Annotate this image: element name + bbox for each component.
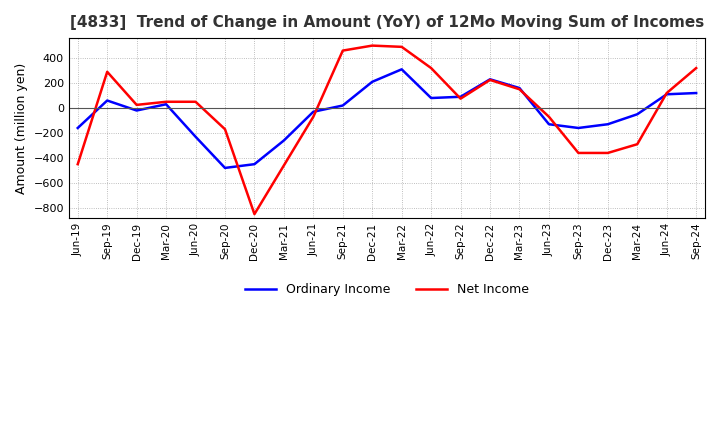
Ordinary Income: [279, 138, 288, 143]
Net Income: [192, 99, 200, 104]
Ordinary Income: [633, 112, 642, 117]
Ordinary Income: [192, 134, 200, 139]
Net Income: [368, 43, 377, 48]
Ordinary Income: [338, 103, 347, 108]
Net Income: [279, 163, 288, 168]
Net Income: [250, 212, 258, 217]
Ordinary Income: [250, 161, 258, 167]
Ordinary Income: [692, 90, 701, 95]
Legend: Ordinary Income, Net Income: Ordinary Income, Net Income: [240, 279, 534, 301]
Ordinary Income: [368, 79, 377, 84]
Ordinary Income: [73, 125, 82, 131]
Net Income: [162, 99, 171, 104]
Ordinary Income: [103, 98, 112, 103]
Net Income: [662, 90, 671, 95]
Net Income: [427, 66, 436, 71]
Net Income: [544, 114, 553, 119]
Net Income: [574, 150, 582, 156]
Net Income: [309, 114, 318, 119]
Net Income: [103, 69, 112, 74]
Net Income: [73, 161, 82, 167]
Line: Net Income: Net Income: [78, 46, 696, 214]
Net Income: [486, 77, 495, 83]
Ordinary Income: [162, 102, 171, 107]
Net Income: [603, 150, 612, 156]
Ordinary Income: [397, 67, 406, 72]
Ordinary Income: [515, 85, 523, 91]
Net Income: [338, 48, 347, 53]
Net Income: [633, 142, 642, 147]
Ordinary Income: [309, 109, 318, 114]
Net Income: [397, 44, 406, 49]
Ordinary Income: [603, 121, 612, 127]
Net Income: [132, 102, 141, 107]
Ordinary Income: [662, 92, 671, 97]
Ordinary Income: [427, 95, 436, 101]
Net Income: [456, 96, 465, 101]
Ordinary Income: [544, 121, 553, 127]
Title: [4833]  Trend of Change in Amount (YoY) of 12Mo Moving Sum of Incomes: [4833] Trend of Change in Amount (YoY) o…: [70, 15, 704, 30]
Ordinary Income: [456, 94, 465, 99]
Net Income: [692, 66, 701, 71]
Line: Ordinary Income: Ordinary Income: [78, 70, 696, 168]
Y-axis label: Amount (million yen): Amount (million yen): [15, 62, 28, 194]
Ordinary Income: [220, 165, 229, 171]
Ordinary Income: [486, 77, 495, 82]
Net Income: [515, 87, 523, 92]
Ordinary Income: [574, 125, 582, 131]
Net Income: [220, 127, 229, 132]
Ordinary Income: [132, 108, 141, 113]
